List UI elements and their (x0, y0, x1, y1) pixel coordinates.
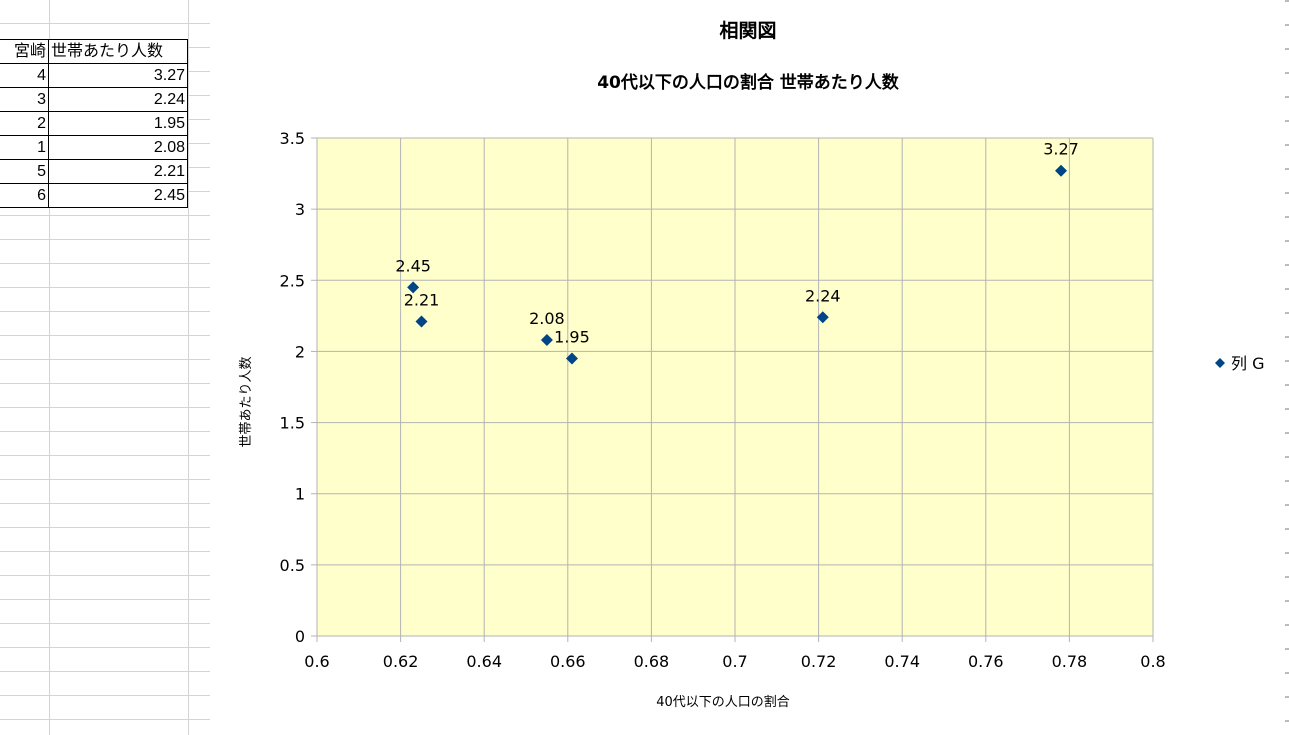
x-axis-label: 40代以下の人口の割合 (656, 694, 790, 710)
y-tick-label: 0.5 (280, 556, 305, 575)
data-label: 3.27 (1043, 140, 1079, 159)
x-tick-label: 0.74 (884, 652, 920, 671)
x-tick-label: 0.64 (466, 652, 502, 671)
x-tick-label: 0.76 (968, 652, 1004, 671)
y-tick-label: 3 (295, 200, 305, 219)
data-table: 宮崎 世帯あたり人数 4 3.27 3 2.24 2 1.95 1 2.08 5 2.21 6 2.45 (0, 39, 188, 208)
y-tick-label: 2 (295, 342, 305, 361)
cell-household-size[interactable]: 3.27 (48, 63, 188, 88)
y-tick-label: 2.5 (280, 271, 305, 290)
data-table-container: 宮崎 世帯あたり人数 4 3.27 3 2.24 2 1.95 1 2.08 5 2.21 6 2.45 (0, 39, 188, 208)
y-tick-label: 3.5 (280, 129, 305, 148)
data-label: 2.21 (404, 291, 440, 310)
table-row: 5 2.21 (0, 159, 188, 184)
y-axis-label: 世帯あたり人数 (239, 356, 254, 447)
sheet-right-edge (1285, 0, 1289, 735)
table-row: 1 2.08 (0, 135, 188, 160)
x-tick-label: 0.7 (722, 652, 747, 671)
column-divider (188, 0, 189, 735)
table-row: 3 2.24 (0, 87, 188, 112)
cell-household-size[interactable]: 1.95 (48, 111, 188, 136)
y-tick-label: 1 (295, 485, 305, 504)
data-point-marker[interactable] (1055, 164, 1068, 177)
x-tick-label: 0.8 (1140, 652, 1165, 671)
data-point-marker[interactable] (565, 352, 578, 365)
data-label: 1.95 (554, 328, 590, 347)
data-point-marker[interactable] (540, 334, 553, 347)
chart-subtitle: 40代以下の人口の割合 世帯あたり人数 (597, 72, 900, 93)
x-tick-label: 0.78 (1052, 652, 1088, 671)
data-point-marker[interactable] (415, 315, 428, 328)
cell-rank[interactable]: 5 (0, 159, 49, 184)
cell-household-size[interactable]: 2.45 (48, 183, 188, 208)
data-label: 2.08 (529, 309, 565, 328)
legend-label: 列 G (1231, 354, 1265, 373)
chart-title: 相関図 (719, 20, 776, 42)
x-tick-label: 0.6 (304, 652, 329, 671)
cell-rank[interactable]: 4 (0, 63, 49, 88)
cell-rank[interactable]: 3 (0, 87, 49, 112)
cell-household-size[interactable]: 2.08 (48, 135, 188, 160)
legend-marker (1215, 358, 1225, 368)
data-label: 2.45 (395, 256, 431, 275)
x-tick-label: 0.62 (383, 652, 419, 671)
table-row: 4 3.27 (0, 63, 188, 88)
scatter-chart[interactable]: 相関図 40代以下の人口の割合 世帯あたり人数 0.6 0.62 0.64 0.66 0… (210, 0, 1285, 735)
header-cell-household-size[interactable]: 世帯あたり人数 (48, 39, 188, 64)
cell-rank[interactable]: 1 (0, 135, 49, 160)
cell-rank[interactable]: 6 (0, 183, 49, 208)
data-point-marker[interactable] (407, 281, 420, 294)
x-tick-label: 0.68 (634, 652, 670, 671)
table-row: 2 1.95 (0, 111, 188, 136)
cell-household-size[interactable]: 2.21 (48, 159, 188, 184)
x-tick-label: 0.72 (801, 652, 837, 671)
cell-household-size[interactable]: 2.24 (48, 87, 188, 112)
y-tick-label: 1.5 (280, 414, 305, 433)
legend[interactable]: 列 G (1215, 354, 1265, 373)
data-point-marker[interactable] (816, 311, 829, 324)
plot-area[interactable]: 0.6 0.62 0.64 0.66 0.68 0.7 0.72 0.74 0.76 0.78 0.… (280, 129, 1166, 671)
header-cell-region[interactable]: 宮崎 (0, 39, 49, 64)
table-header-row: 宮崎 世帯あたり人数 (0, 39, 188, 64)
table-row: 6 2.45 (0, 183, 188, 208)
cell-rank[interactable]: 2 (0, 111, 49, 136)
x-tick-label: 0.66 (550, 652, 586, 671)
column-divider (49, 0, 50, 735)
y-tick-label: 0 (295, 627, 305, 646)
data-label: 2.24 (805, 286, 841, 305)
